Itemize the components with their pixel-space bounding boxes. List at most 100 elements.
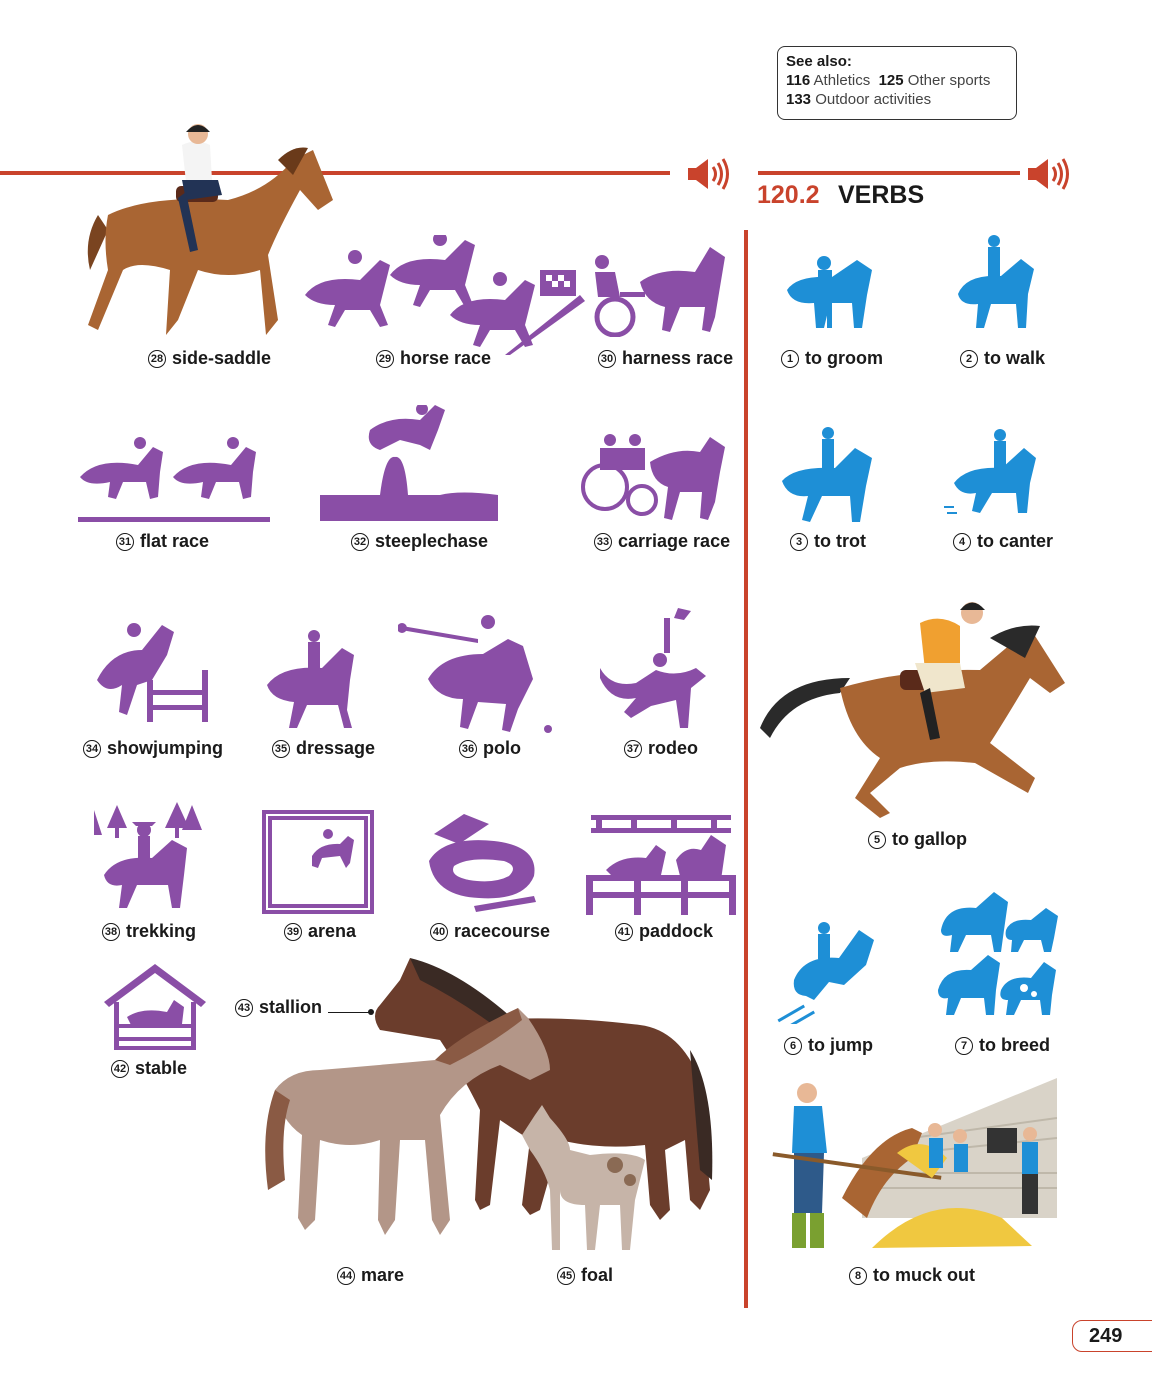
label-side-saddle: 28 side-saddle	[148, 348, 271, 369]
verb-number: 8	[849, 1266, 867, 1285]
item-number: 31	[116, 532, 134, 551]
label-to-gallop: 5 to gallop	[868, 829, 967, 850]
item-number: 37	[624, 739, 642, 758]
section-title: VERBS	[838, 181, 925, 209]
label-to-trot: 3 to trot	[790, 531, 866, 552]
speaker-icon[interactable]	[686, 156, 732, 192]
racecourse-illustration	[429, 814, 536, 912]
to-groom-illustration	[787, 256, 872, 328]
horse-family-illustration	[265, 958, 713, 1250]
item-number: 39	[284, 922, 302, 941]
label-horse-race: 29 horse race	[376, 348, 491, 369]
verb-number: 2	[960, 349, 978, 368]
right-header-rule	[758, 171, 1020, 175]
label-dressage: 35 dressage	[272, 738, 375, 759]
steeplechase-illustration	[320, 405, 498, 521]
label-steeplechase: 32 steeplechase	[351, 531, 488, 552]
verb-number: 1	[781, 349, 799, 368]
item-number: 45	[557, 1266, 575, 1285]
to-gallop-illustration	[760, 602, 1065, 818]
see-also-line-1: 116 Athletics 125 Other sports	[786, 71, 1008, 90]
see-also-title: See also:	[786, 53, 852, 70]
item-number: 35	[272, 739, 290, 758]
arena-illustration	[262, 810, 374, 914]
see-also-ref-num[interactable]: 133	[786, 91, 812, 108]
label-rodeo: 37 rodeo	[624, 738, 698, 759]
label-to-jump: 6 to jump	[784, 1035, 873, 1056]
see-also-ref-text[interactable]: Other sports	[907, 72, 991, 89]
left-header-rule	[0, 171, 670, 175]
label-foal: 45 foal	[557, 1265, 613, 1286]
stable-illustration	[104, 964, 206, 1050]
label-stable: 42 stable	[111, 1058, 187, 1079]
item-number: 36	[459, 739, 477, 758]
stallion-leader-dot	[368, 1009, 374, 1015]
item-label: polo	[483, 738, 521, 758]
item-number: 32	[351, 532, 369, 551]
item-label: horse race	[400, 348, 492, 368]
speaker-icon[interactable]	[1026, 156, 1072, 192]
item-label: stable	[135, 1058, 188, 1078]
item-label: stallion	[259, 997, 323, 1017]
item-label: trekking	[126, 921, 197, 941]
dressage-illustration	[267, 630, 354, 728]
label-to-walk: 2 to walk	[960, 348, 1045, 369]
verb-label: to trot	[814, 531, 866, 551]
item-label: rodeo	[648, 738, 699, 758]
label-harness-race: 30 harness race	[598, 348, 733, 369]
item-label: carriage race	[618, 531, 731, 551]
to-canter-illustration	[944, 429, 1036, 514]
harness-race-illustration	[594, 247, 725, 337]
label-carriage-race: 33 carriage race	[594, 531, 730, 552]
item-label: side-saddle	[172, 348, 272, 368]
label-stallion: 43 stallion	[235, 997, 322, 1018]
item-number: 38	[102, 922, 120, 941]
horse-race-illustration	[305, 235, 585, 355]
verb-number: 6	[784, 1036, 802, 1055]
page-number: 249	[1072, 1320, 1152, 1352]
verb-label: to canter	[977, 531, 1054, 551]
item-number: 30	[598, 349, 616, 368]
item-label: paddock	[639, 921, 714, 941]
to-muck-out-illustration	[772, 1078, 1057, 1248]
stallion-leader-line	[328, 1012, 370, 1013]
item-number: 40	[430, 922, 448, 941]
label-flat-race: 31 flat race	[116, 531, 209, 552]
verb-label: to muck out	[873, 1265, 975, 1285]
paddock-illustration	[586, 815, 736, 915]
see-also-ref-text[interactable]: Athletics	[813, 72, 871, 89]
verb-number: 4	[953, 532, 971, 551]
see-also-ref-num[interactable]: 116	[786, 72, 811, 89]
verb-label: to groom	[805, 348, 883, 368]
item-number: 33	[594, 532, 612, 551]
trekking-illustration	[94, 802, 202, 908]
label-mare: 44 mare	[337, 1265, 404, 1286]
label-paddock: 41 paddock	[615, 921, 713, 942]
item-number: 29	[376, 349, 394, 368]
see-also-box: See also: 116 Athletics 125 Other sports…	[777, 46, 1017, 120]
item-number: 44	[337, 1266, 355, 1285]
see-also-line-2: 133 Outdoor activities	[786, 90, 1008, 109]
to-breed-illustration	[938, 892, 1058, 1015]
column-divider	[744, 230, 748, 1308]
label-polo: 36 polo	[459, 738, 521, 759]
item-number: 43	[235, 998, 253, 1017]
verb-label: to breed	[979, 1035, 1051, 1055]
section-number: 120.2	[757, 181, 820, 209]
rodeo-illustration	[600, 608, 706, 728]
see-also-ref-text[interactable]: Outdoor activities	[815, 91, 932, 108]
verb-label: to walk	[984, 348, 1046, 368]
label-to-canter: 4 to canter	[953, 531, 1053, 552]
item-number: 42	[111, 1059, 129, 1078]
label-to-breed: 7 to breed	[955, 1035, 1050, 1056]
carriage-race-illustration	[581, 434, 725, 520]
item-number: 41	[615, 922, 633, 941]
polo-illustration	[398, 615, 552, 733]
flat-race-illustration	[78, 437, 270, 522]
to-trot-illustration	[782, 427, 872, 522]
verb-number: 3	[790, 532, 808, 551]
see-also-ref-num[interactable]: 125	[878, 72, 904, 89]
showjumping-illustration	[97, 623, 208, 722]
to-jump-illustration	[777, 922, 874, 1024]
item-label: steeplechase	[375, 531, 489, 551]
